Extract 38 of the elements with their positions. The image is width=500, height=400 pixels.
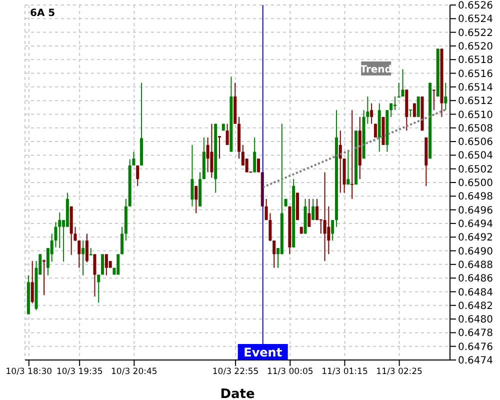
ref-line-label: Event <box>244 346 282 360</box>
y-tick-label: 0.6524 <box>458 14 493 26</box>
x-tick-label: 10/3 20:45 <box>111 367 158 378</box>
y-tick-label: 0.6522 <box>458 28 493 39</box>
y-tick-label: 0.6488 <box>458 260 493 271</box>
y-tick-label: 0.6484 <box>458 287 493 298</box>
x-tick-label: 11/3 01:15 <box>322 367 368 378</box>
y-tick-label: 0.6476 <box>458 342 493 353</box>
x-tick-label: 10/3 18:30 <box>6 367 52 378</box>
y-tick-label: 0.6506 <box>458 137 493 148</box>
y-tick-label: 0.6486 <box>458 274 493 285</box>
y-tick-label: 0.6480 <box>458 314 493 326</box>
y-tick-label: 0.6478 <box>458 328 493 340</box>
y-tick-label: 0.6496 <box>458 205 493 216</box>
y-tick-label: 0.6512 <box>458 96 493 108</box>
y-tick-label: 0.6504 <box>458 150 493 162</box>
x-axis-title: Date <box>220 387 255 400</box>
y-tick-label: 0.6502 <box>458 164 493 176</box>
y-tick-label: 0.6508 <box>458 123 493 134</box>
x-tick-label: 10/3 19:35 <box>56 367 103 378</box>
y-tick-label: 0.6498 <box>458 192 493 203</box>
y-tick-label: 0.6510 <box>458 110 493 121</box>
x-tick-label: 11/3 02:25 <box>376 367 422 378</box>
y-tick-label: 0.6494 <box>458 219 493 230</box>
chart-title: 6A 5 <box>30 8 56 19</box>
y-tick-label: 0.6514 <box>458 82 493 94</box>
x-tick-label: 10/3 22:55 <box>212 367 259 378</box>
y-tick-label: 0.6474 <box>458 356 493 367</box>
y-tick-label: 0.6482 <box>458 300 493 312</box>
y-tick-label: 0.6516 <box>458 68 493 80</box>
y-tick-label: 0.6526 <box>458 0 493 12</box>
y-tick-label: 0.6492 <box>458 232 493 244</box>
y-tick-label: 0.6520 <box>458 42 493 53</box>
y-tick-label: 0.6500 <box>458 178 493 190</box>
y-tick-label: 0.6490 <box>458 246 493 258</box>
text: Trend <box>360 64 392 76</box>
y-tick-label: 0.6518 <box>458 55 493 66</box>
x-tick-label: 11/3 00:05 <box>266 367 314 378</box>
